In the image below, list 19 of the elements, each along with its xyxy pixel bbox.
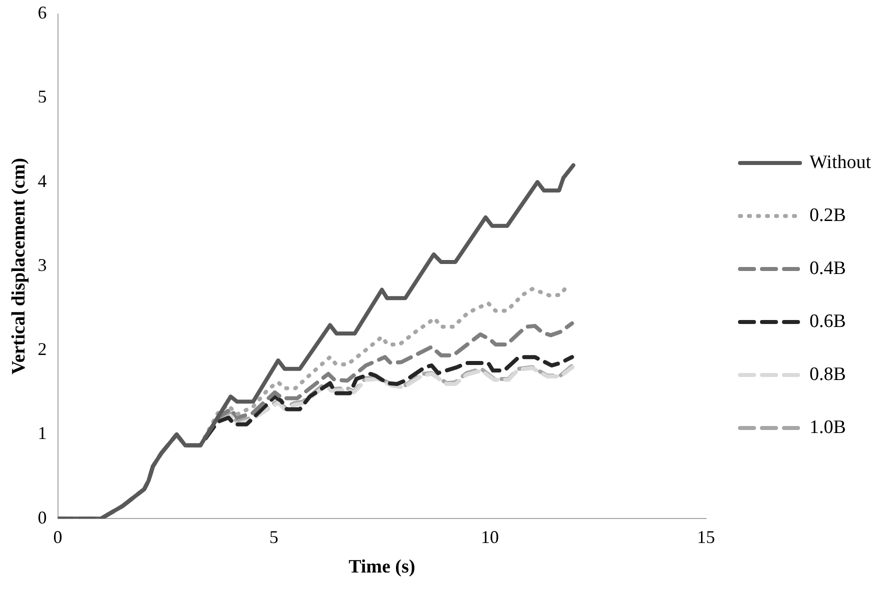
- y-tick-label: 4: [38, 170, 47, 191]
- y-tick-label: 0: [38, 507, 47, 528]
- x-axis-title: Time (s): [348, 556, 416, 578]
- y-tick-label: 3: [38, 254, 47, 275]
- x-tick-label: 5: [269, 527, 278, 548]
- legend-label: 1.0B: [809, 416, 846, 438]
- y-tick-label: 1: [38, 423, 47, 444]
- legend-label: 0.6B: [809, 310, 846, 332]
- legend-label: 0.8B: [809, 364, 846, 385]
- y-tick-label: 2: [38, 339, 47, 360]
- y-tick-label: 6: [38, 2, 47, 23]
- y-axis-title: Vertical displacement (cm): [8, 158, 30, 375]
- x-tick-label: 0: [53, 527, 62, 548]
- x-tick-label: 15: [696, 527, 715, 548]
- x-tick-label: 10: [480, 527, 499, 548]
- legend-label: 0.2B: [809, 204, 846, 226]
- legend-label: Without: [809, 152, 872, 173]
- y-tick-label: 5: [38, 86, 47, 107]
- legend-label: 0.4B: [809, 258, 846, 279]
